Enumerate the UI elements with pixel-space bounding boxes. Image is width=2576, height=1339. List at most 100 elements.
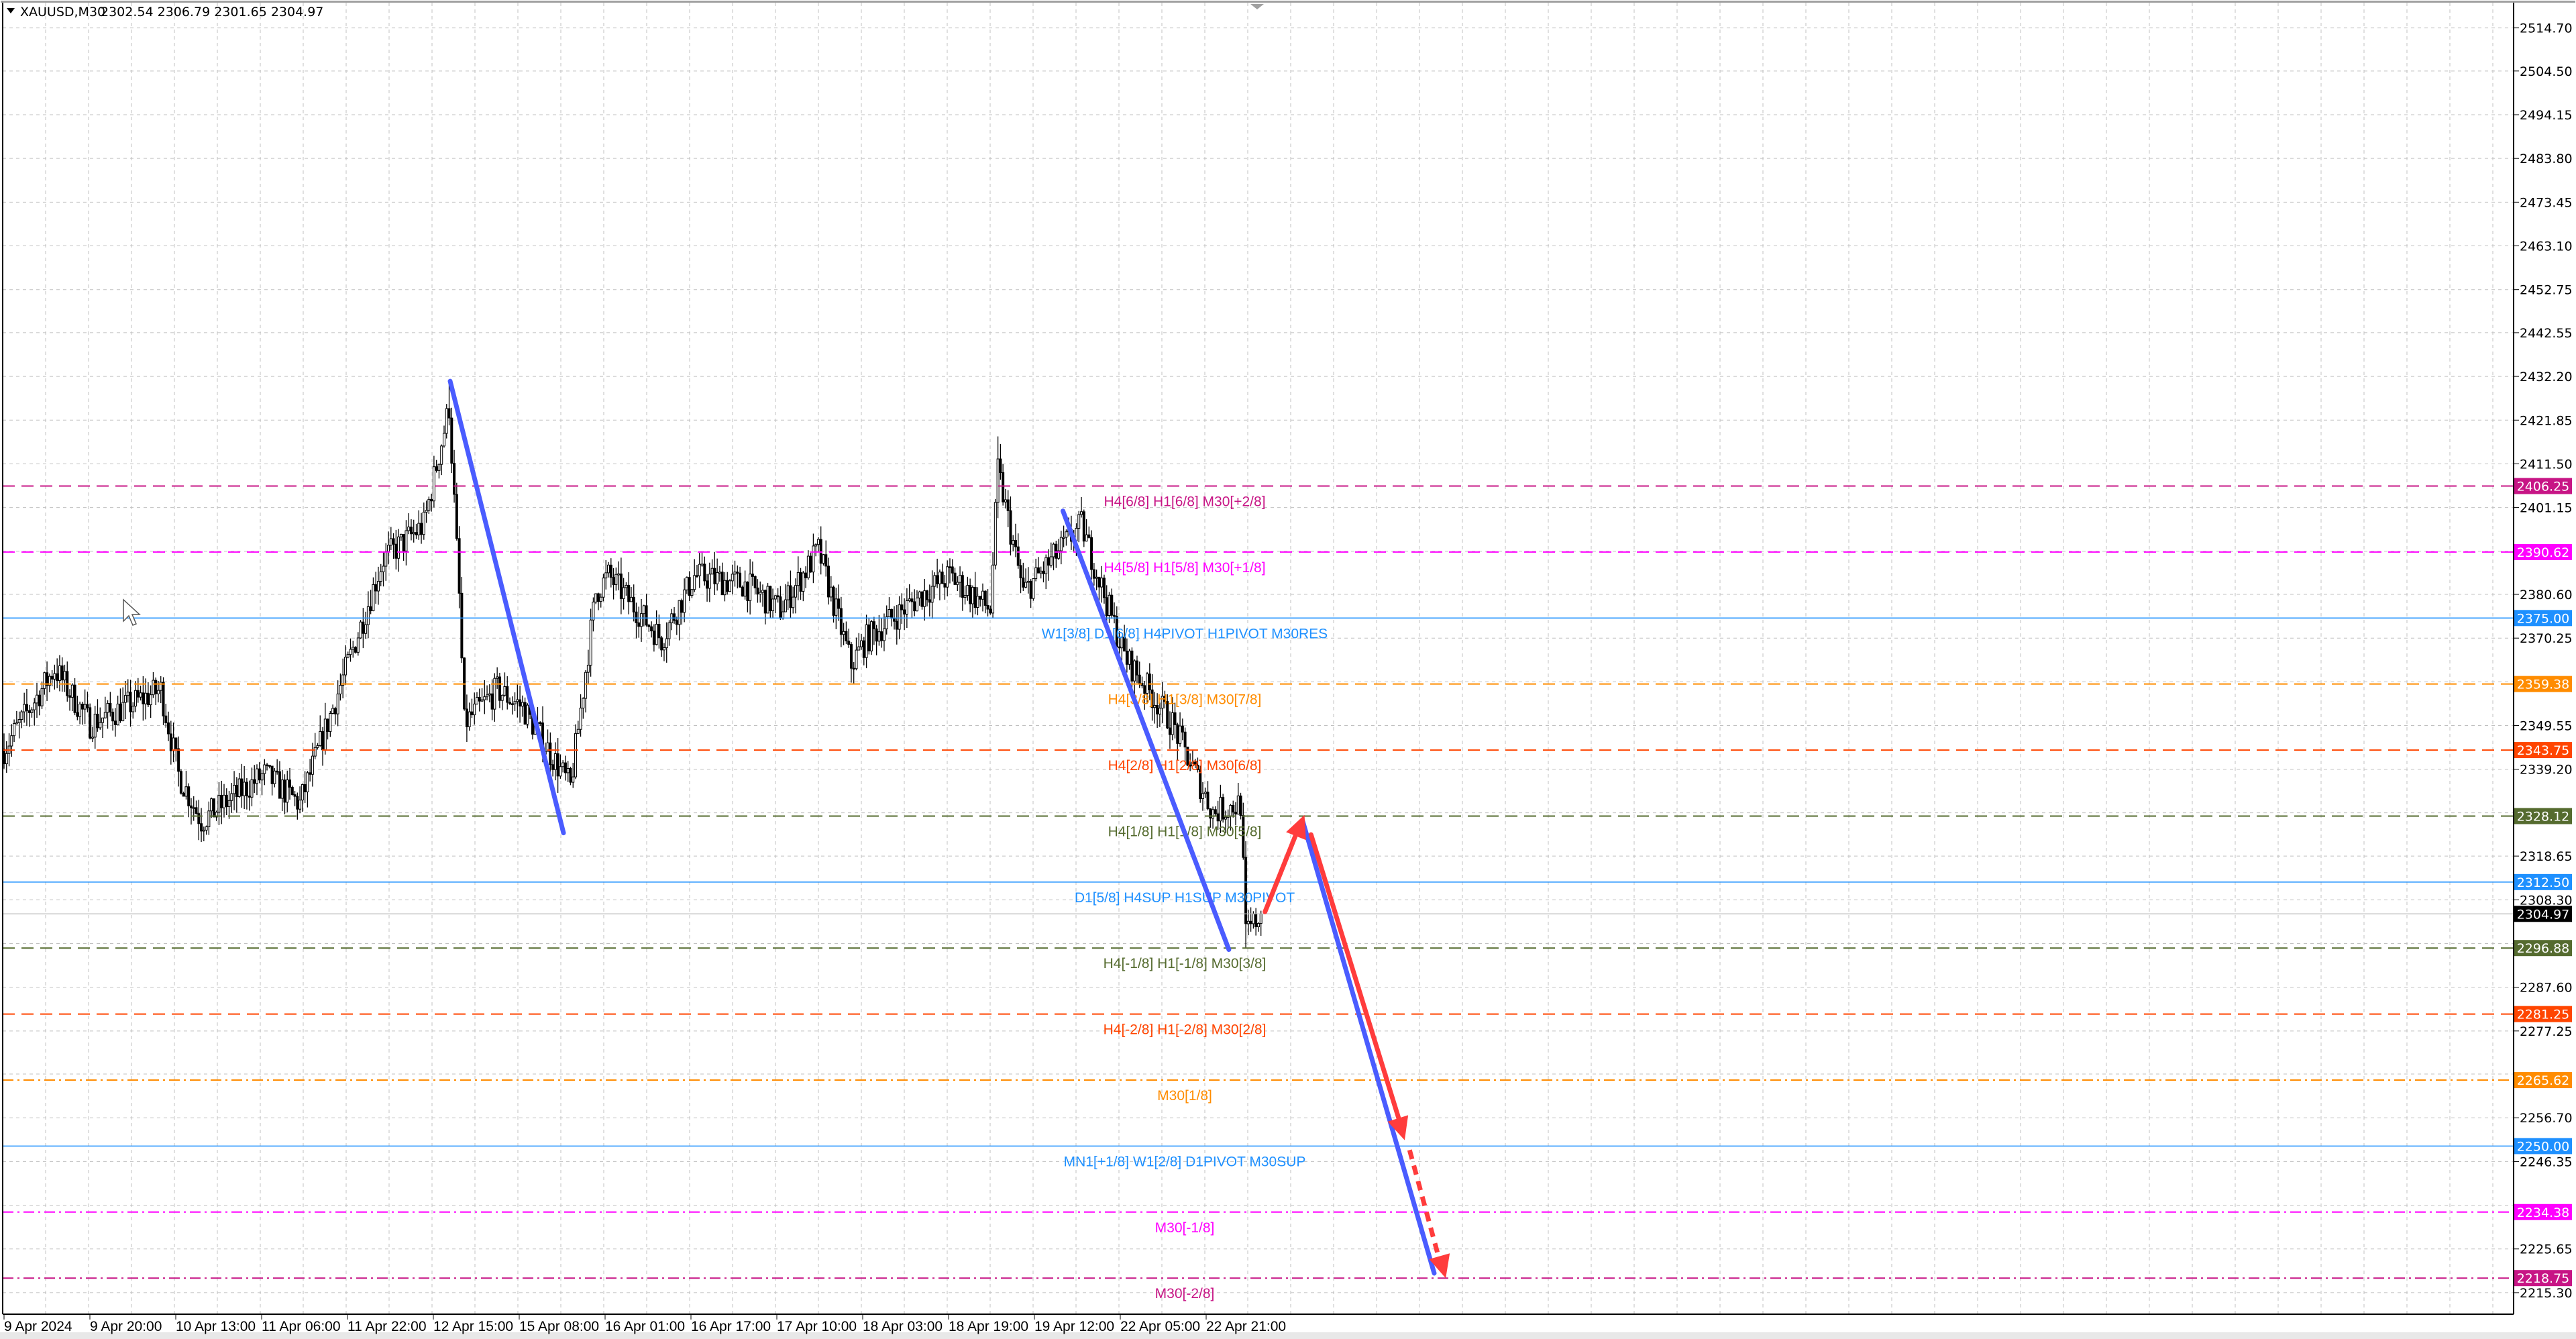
- candle-body: [402, 534, 405, 551]
- candle-body: [920, 591, 924, 607]
- candle-body: [427, 498, 431, 511]
- candle-body: [1044, 557, 1048, 574]
- candle-body: [710, 568, 714, 575]
- trendline-blue[interactable]: [1061, 508, 1232, 953]
- candle-body: [447, 408, 451, 419]
- candle-body: [564, 762, 567, 773]
- arrow-red-dashed[interactable]: [1407, 1149, 1444, 1266]
- candle-body: [753, 576, 757, 588]
- candle-body: [723, 580, 727, 596]
- candle-body: [1150, 689, 1154, 708]
- candle-body: [948, 566, 951, 568]
- candle-body: [882, 628, 885, 641]
- candle-body: [981, 590, 984, 600]
- candle-body: [248, 796, 251, 798]
- candle-body: [205, 826, 208, 831]
- candle-body: [420, 523, 423, 535]
- time-tick-label: 11 Apr 06:00: [262, 1319, 341, 1334]
- candle-body: [759, 592, 762, 595]
- candle-body: [1216, 813, 1220, 822]
- candle-body: [913, 601, 916, 612]
- candle-body: [113, 720, 117, 725]
- candle-body: [572, 776, 575, 783]
- level-price-label: 2359.38: [2517, 678, 2570, 692]
- candle-body: [498, 676, 501, 701]
- candle-body: [235, 785, 238, 797]
- candle-body: [1100, 578, 1104, 588]
- candle-body: [718, 572, 721, 574]
- candle-body: [222, 794, 225, 808]
- candle-body: [245, 782, 248, 797]
- candle-body: [362, 621, 365, 634]
- candle-body: [792, 596, 795, 608]
- candle-body: [445, 408, 448, 434]
- candle-body: [508, 702, 511, 704]
- candle-body: [319, 731, 322, 747]
- candle-body: [412, 532, 415, 535]
- trendline-blue[interactable]: [1300, 819, 1437, 1276]
- candle-body: [336, 693, 339, 714]
- candle-body: [519, 699, 522, 707]
- collapse-triangle-icon[interactable]: [7, 8, 15, 13]
- candle-body: [40, 688, 44, 706]
- candle-body: [126, 692, 129, 696]
- level-label: H4[5/8] H1[5/8] M30[+1/8]: [1104, 560, 1265, 576]
- level-price-tag: [2514, 543, 2572, 560]
- candle-body: [1026, 580, 1030, 583]
- candle-body: [693, 575, 696, 590]
- candle-body: [202, 829, 205, 832]
- candle-body: [500, 694, 504, 701]
- window-top-border: [1, 1, 2575, 3]
- candle-body: [632, 596, 635, 612]
- candle-body: [736, 572, 739, 574]
- candle-body: [665, 638, 668, 649]
- arrow-red-down[interactable]: [1308, 832, 1404, 1130]
- level-price-tag: [2514, 1072, 2572, 1089]
- candle-body: [33, 702, 36, 710]
- candle-body: [923, 590, 926, 607]
- candle-body: [700, 564, 704, 566]
- candle-body: [63, 671, 66, 681]
- candle-body: [1209, 808, 1212, 819]
- candle-body: [493, 678, 496, 710]
- candle-body: [1212, 809, 1215, 819]
- price-tick-label: 2514.70: [2520, 21, 2573, 36]
- candle-body: [473, 703, 476, 716]
- candle-body: [776, 595, 780, 598]
- candle-body: [513, 701, 517, 704]
- price-tick-label: 2308.30: [2520, 893, 2573, 908]
- candle-body: [283, 780, 286, 803]
- candle-body: [1239, 795, 1242, 816]
- scroll-marker-icon[interactable]: [1250, 4, 1264, 9]
- level-label: H4[3/8] H1[3/8] M30[7/8]: [1108, 692, 1262, 708]
- level-price-label: 2343.75: [2517, 743, 2570, 758]
- candle-body: [1244, 857, 1248, 924]
- candle-body: [142, 692, 145, 704]
- candle-body: [1148, 674, 1151, 690]
- arrow-red-up[interactable]: [1263, 827, 1301, 914]
- candle-body: [207, 810, 211, 828]
- candle-body: [250, 779, 254, 798]
- candle-body: [900, 604, 904, 610]
- candle-body: [893, 618, 896, 622]
- candle-body: [417, 523, 421, 535]
- trendline-blue[interactable]: [447, 378, 566, 836]
- candle-body: [1201, 793, 1204, 799]
- candle-body: [1186, 747, 1189, 766]
- time-tick-label: 12 Apr 15:00: [433, 1319, 513, 1334]
- candle-body: [172, 737, 175, 751]
- candle-body: [1032, 578, 1035, 599]
- candle-body: [1171, 712, 1174, 735]
- candle-body: [1087, 534, 1091, 538]
- candle-body: [1214, 809, 1217, 814]
- candle-body: [627, 584, 631, 602]
- time-tick-label: 16 Apr 01:00: [605, 1319, 685, 1334]
- candle-body: [30, 709, 34, 713]
- candle-body: [880, 631, 883, 641]
- mouse-cursor-icon: [123, 598, 141, 626]
- candle-body: [756, 587, 759, 595]
- candle-body: [953, 572, 957, 585]
- candle-body: [746, 582, 749, 601]
- candle-body: [928, 599, 931, 603]
